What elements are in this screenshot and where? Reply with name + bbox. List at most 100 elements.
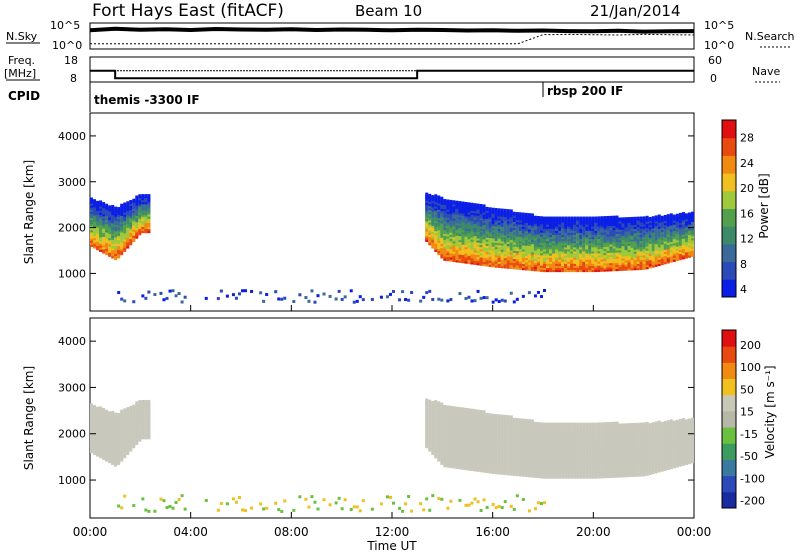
power-cell-2454 (500, 298, 504, 302)
velocity-cell-4007 (585, 428, 589, 433)
power-cell-3372 (549, 233, 553, 238)
power-cell-5322 (666, 255, 670, 260)
velocity-cell-2743 (515, 472, 519, 477)
velocity-cell-1521 (452, 456, 456, 461)
velocity-cell-3591 (561, 428, 565, 433)
power-cell-2852 (521, 266, 525, 271)
velocity-cell-619 (126, 409, 130, 414)
power-cell-1410 (446, 240, 450, 245)
power-cell-532 (123, 247, 127, 252)
velocity-cell-1345 (443, 452, 447, 457)
power-cell-750 (138, 227, 142, 232)
velocity-cell-2563 (503, 421, 507, 426)
power-cell-4792 (633, 258, 637, 263)
power-cell-4528 (615, 219, 619, 224)
power-cell-1064 (428, 239, 432, 244)
velocity-cell-2593 (506, 448, 510, 453)
velocity-cell-3581 (561, 439, 565, 444)
power-cell-3794 (573, 226, 577, 231)
power-cell-1036 (425, 215, 429, 220)
velocity-cell-495 (120, 445, 124, 450)
power-cell-432 (117, 254, 121, 259)
power-cell-4402 (609, 242, 613, 247)
velocity-cell-597 (126, 432, 130, 437)
power-cell-2358 (494, 245, 498, 250)
power-cell-4518 (615, 229, 619, 234)
power-cell-5412 (672, 255, 676, 260)
power-cell-2536 (503, 241, 507, 246)
power-cell-3750 (570, 218, 574, 223)
power-cell-964 (316, 294, 320, 298)
velocity-cell-2505 (500, 420, 504, 425)
power-cell-3666 (567, 251, 571, 256)
power-cell-1368 (443, 221, 447, 226)
power-cell-1400 (446, 251, 450, 256)
power-cell-4926 (639, 222, 643, 227)
velocity-cell-565 (123, 420, 127, 425)
power-cell-3520 (558, 241, 562, 246)
velocity-cell-1791 (464, 422, 468, 427)
power-cell-1974 (473, 213, 477, 218)
velocity-cell-1399 (446, 459, 450, 464)
velocity-cell-1241 (437, 434, 441, 439)
velocity-cell-855 (144, 404, 148, 409)
velocity-cell-2569 (503, 414, 507, 419)
velocity-cell-2925 (524, 454, 528, 459)
velocity-cell-3225 (539, 428, 543, 433)
power-cell-2608 (506, 225, 510, 230)
power-cell-4502 (615, 246, 619, 251)
power-cell-276 (105, 207, 109, 212)
power-cell-1048 (425, 202, 429, 207)
power-cell-942 (265, 292, 269, 296)
velocity-cell-147 (99, 445, 103, 450)
power-cell-4698 (627, 252, 631, 257)
velocity-cell-3213 (539, 441, 543, 446)
power-cell-3450 (555, 259, 559, 264)
velocity-cell-2187 (485, 450, 489, 455)
velocity-cell-139 (99, 454, 103, 459)
power-cell-5050 (648, 247, 652, 252)
power-cell-2676 (509, 215, 513, 220)
velocity-cell-1507 (449, 409, 453, 414)
velocity-cell-13 (90, 436, 93, 441)
velocity-cell-2183 (485, 454, 489, 459)
power-cell-308 (108, 226, 112, 231)
velocity-cell-1773 (464, 441, 468, 446)
power-cell-822 (144, 296, 148, 300)
power-cell-5364 (669, 258, 673, 263)
power-cell-3600 (564, 266, 568, 271)
velocity-cell-2301 (491, 451, 495, 456)
velocity-cell-1327 (440, 408, 444, 413)
power-cell-1124 (431, 232, 435, 237)
power-colorbar-segment-3 (722, 226, 736, 245)
power-cell-1398 (446, 253, 450, 258)
power-cell-1796 (464, 210, 468, 215)
velocity-cell-2781 (515, 432, 519, 437)
velocity-cell-1877 (470, 458, 474, 463)
velocity-cell-719 (135, 428, 139, 433)
power-cell-2640 (509, 252, 513, 257)
power-cell-4002 (585, 226, 589, 231)
power-cell-1564 (452, 204, 456, 209)
velocity-cell-225 (102, 416, 106, 421)
velocity-cell-3247 (543, 462, 546, 467)
velocity-cell-1187 (434, 429, 438, 434)
velocity-cell-655 (129, 414, 133, 419)
power-cell-836 (144, 216, 148, 221)
power-cell-4564 (618, 236, 622, 241)
velocity-cell-445 (117, 448, 121, 453)
power-cell-430 (117, 291, 121, 295)
power-cell-3718 (570, 251, 574, 256)
power-cell-1484 (449, 226, 453, 231)
power-cell-3586 (561, 226, 565, 231)
velocity-cell-3115 (533, 430, 537, 435)
velocity-cell-2951 (524, 427, 528, 432)
power-cell-4292 (603, 249, 607, 254)
velocity-cell-2453 (497, 414, 501, 419)
power-cell-1198 (434, 210, 438, 215)
power-cell-2526 (503, 252, 507, 257)
power-cell-10 (90, 232, 93, 237)
power-cell-4316 (603, 224, 607, 229)
power-cell-5398 (669, 223, 673, 228)
velocity-cell-1547 (452, 429, 456, 434)
